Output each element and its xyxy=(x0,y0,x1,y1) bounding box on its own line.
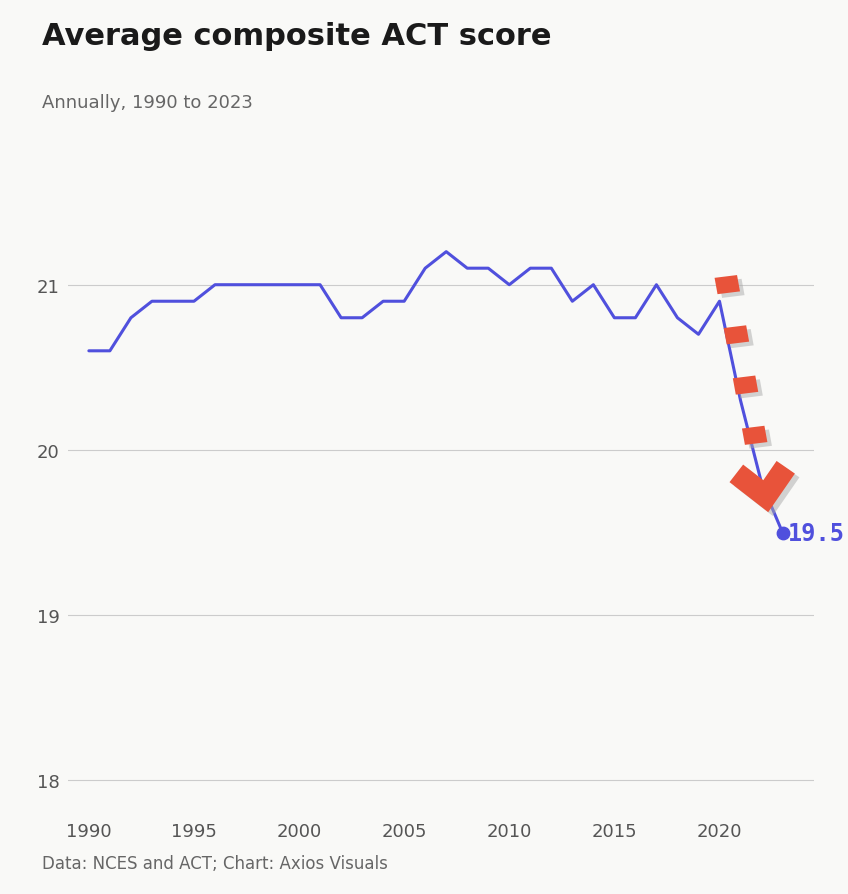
Text: 19.5: 19.5 xyxy=(788,521,845,545)
Polygon shape xyxy=(719,280,745,299)
Text: Average composite ACT score: Average composite ACT score xyxy=(42,22,552,51)
Polygon shape xyxy=(715,275,740,295)
Polygon shape xyxy=(723,326,749,345)
Polygon shape xyxy=(728,330,754,349)
Text: Annually, 1990 to 2023: Annually, 1990 to 2023 xyxy=(42,94,254,112)
Polygon shape xyxy=(746,430,772,449)
Point xyxy=(776,526,789,540)
Text: Data: NCES and ACT; Chart: Axios Visuals: Data: NCES and ACT; Chart: Axios Visuals xyxy=(42,854,388,872)
Polygon shape xyxy=(742,426,767,445)
Polygon shape xyxy=(733,376,758,395)
Polygon shape xyxy=(738,380,763,399)
